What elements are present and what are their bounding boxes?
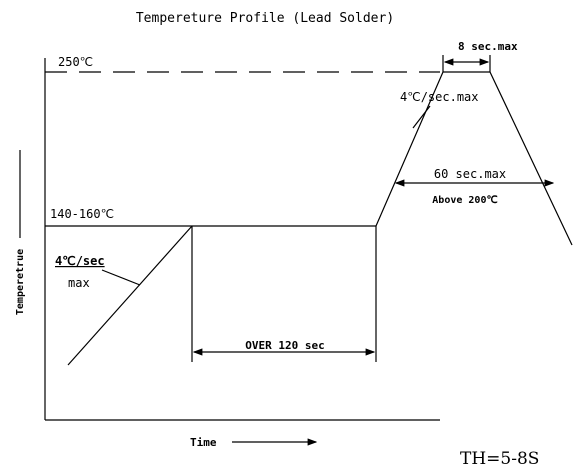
title: Tempereture Profile (Lead Solder): [136, 11, 394, 26]
x-axis-label: Time: [190, 436, 217, 449]
above-temp: Above 200℃: [432, 195, 497, 206]
reflow-profile: [375, 71, 573, 246]
note: TH=5-8S: [460, 449, 539, 469]
preheat-ramp: [67, 225, 193, 366]
leader: [412, 105, 431, 129]
preheat-temp: 140-160℃: [50, 207, 114, 221]
above-time: 60 sec.max: [434, 167, 506, 181]
y-axis-label: Temperetrue: [15, 249, 26, 315]
preheat-ramp-max: max: [68, 276, 90, 290]
peak-time: 8 sec.max: [458, 40, 518, 53]
preheat-time: OVER 120 sec: [245, 339, 324, 352]
peak-temp: 250℃: [58, 55, 93, 69]
preheat-ramp-label: 4℃/sec: [55, 254, 105, 268]
leader: [101, 269, 141, 286]
ramp-up: 4℃/sec.max: [400, 90, 479, 104]
